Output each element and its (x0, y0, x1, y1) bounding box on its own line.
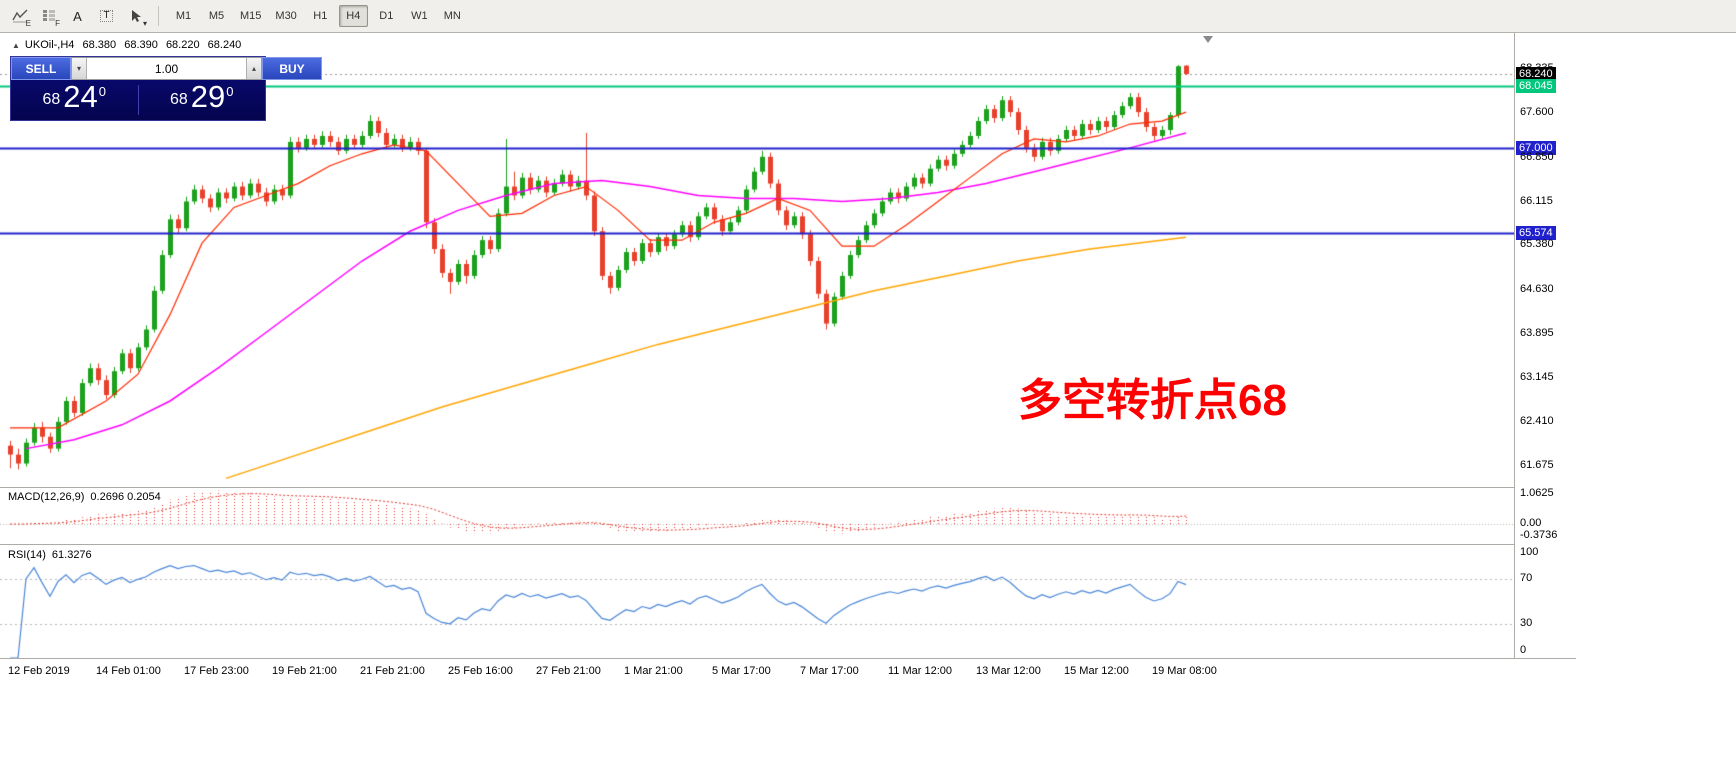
price-scale-label: 67.600 (1520, 106, 1554, 119)
sell-price-display: 68 24 0 (11, 79, 138, 115)
price-scale-label: 66.115 (1520, 194, 1553, 207)
macd-label: MACD(12,26,9) 0.2696 0.2054 (8, 491, 167, 503)
price-scale-label: 61.675 (1520, 459, 1554, 471)
tool-badge: F (55, 19, 60, 28)
price-scale-label: 66.850 (1520, 150, 1554, 163)
chart-text-annotation[interactable]: 多空转折点68 (1018, 376, 1287, 425)
symbol-timeframe-label: UKOil-,H4 (24, 39, 75, 51)
one-click-trading-panel: SELL ▾ ▴ BUY 68 24 0 68 29 0 (10, 56, 322, 121)
timeframe-button-m5[interactable]: M5 (202, 5, 231, 27)
tool-badge: E (25, 19, 31, 28)
time-axis-label: 15 Mar 12:00 (1064, 665, 1129, 677)
time-axis-label: 11 Mar 12:00 (888, 665, 953, 677)
sell-price-pips: 24 (63, 79, 98, 115)
time-axis[interactable]: 12 Feb 2019 14 Feb 01:00 17 Feb 23:00 19 Fe… (0, 658, 1576, 685)
zigzag-chart-icon (11, 9, 27, 23)
time-axis-label: 7 Mar 17:00 (800, 665, 859, 677)
timeframe-button-m30[interactable]: M30 (270, 5, 301, 27)
cursor-arrow-icon (131, 10, 141, 22)
volume-increase-button[interactable]: ▴ (246, 58, 261, 79)
time-axis-label: 21 Feb 21:00 (360, 665, 425, 677)
timeframe-button-d1[interactable]: D1 (372, 5, 401, 27)
rsi-scale-100: 100 (1520, 546, 1539, 558)
rsi-scale-70: 70 (1520, 572, 1533, 584)
time-axis-label: 25 Feb 16:00 (448, 665, 513, 677)
expand-triangle-icon: ▲ (12, 41, 20, 50)
timeframe-button-h4[interactable]: H4 (338, 5, 368, 27)
grid-icon (42, 10, 55, 21)
chart-shift-marker-icon[interactable] (1203, 36, 1213, 43)
price-scale-label: 64.630 (1520, 283, 1554, 295)
time-axis-label: 27 Feb 21:00 (536, 665, 601, 677)
timeframe-button-w1[interactable]: W1 (405, 5, 434, 27)
price-scale-label: 62.410 (1520, 415, 1554, 428)
rsi-scale-30: 30 (1520, 617, 1533, 629)
rsi-label: RSI(14) 61.3276 (8, 549, 98, 561)
rsi-scale-0: 0 (1520, 644, 1527, 656)
volume-input[interactable] (87, 58, 246, 79)
time-axis-label: 1 Mar 21:00 (624, 665, 683, 677)
cursor-tool-button[interactable]: ▾ (122, 4, 149, 28)
text-tool-button[interactable]: T (93, 4, 120, 28)
sell-price-sup: 0 (98, 83, 106, 99)
buy-button[interactable]: BUY (262, 57, 322, 80)
time-axis-label: 17 Feb 23:00 (184, 665, 249, 677)
macd-indicator-canvas[interactable] (0, 488, 1514, 544)
sell-button[interactable]: SELL (11, 57, 71, 80)
timeframe-button-m1[interactable]: M1 (169, 5, 198, 27)
timeframe-button-m15[interactable]: M15 (235, 5, 266, 27)
price-scale-badge: 68.045 (1516, 78, 1556, 93)
grid-tool-button[interactable]: F (35, 4, 62, 28)
buy-price-whole: 68 (169, 90, 188, 108)
macd-name: MACD(12,26,9) (8, 491, 85, 503)
price-scale-badge: 68.240 (1516, 67, 1556, 81)
sell-price-whole: 68 (42, 90, 61, 108)
price-scale-badge: 67.000 (1516, 140, 1556, 155)
indicator-list-button[interactable]: E (6, 4, 33, 28)
price-divider (137, 85, 139, 115)
time-axis-label: 14 Feb 01:00 (96, 665, 161, 677)
ohlc-open: 68.380 (82, 39, 117, 51)
caret-down-icon: ▾ (142, 19, 147, 28)
ohlc-close: 68.240 (207, 39, 242, 51)
volume-decrease-button[interactable]: ▾ (72, 58, 87, 79)
text-label-tool-button[interactable]: A (64, 4, 91, 28)
letter-t-icon: T (100, 10, 113, 22)
time-axis-label: 19 Mar 08:00 (1152, 665, 1217, 677)
macd-scale-max: 1.0625 (1520, 487, 1554, 499)
panel-separator (0, 487, 1576, 488)
ohlc-high: 68.390 (124, 39, 158, 51)
price-scale-badge: 65.574 (1516, 225, 1556, 240)
price-scale-label: 63.895 (1520, 326, 1554, 339)
symbol-ohlc-info: ▲ UKOil-,H4 68.380 68.390 68.220 68.240 (12, 39, 246, 51)
buy-price-display: 68 29 0 (139, 79, 266, 115)
rsi-value: 61.3276 (51, 549, 92, 561)
buy-price-sup: 0 (226, 83, 234, 99)
volume-control: ▾ ▴ (71, 57, 262, 80)
letter-a-icon: A (73, 8, 82, 24)
timeframe-button-h1[interactable]: H1 (306, 5, 335, 27)
price-scale-label: 65.380 (1520, 238, 1554, 251)
macd-scale-min: -0.3736 (1520, 529, 1558, 541)
time-axis-label: 19 Feb 21:00 (272, 665, 337, 677)
time-axis-label: 5 Mar 17:00 (712, 665, 771, 677)
timeframe-button-mn[interactable]: MN (438, 5, 467, 27)
price-scale-label: 63.145 (1520, 371, 1554, 384)
time-axis-label: 13 Mar 12:00 (976, 665, 1041, 677)
macd-scale-zero: 0.00 (1520, 517, 1542, 529)
panel-separator (0, 544, 1576, 545)
ohlc-low: 68.220 (165, 39, 200, 51)
macd-values: 0.2696 0.2054 (90, 491, 161, 503)
top-toolbar: E F A T ▾ M1 M5 M15 M30 H1 H4 D1 (0, 0, 1736, 33)
rsi-indicator-canvas[interactable] (0, 545, 1514, 658)
rsi-name: RSI(14) (8, 549, 46, 561)
price-scale[interactable]: 1.0625 0.00 -0.3736 100 70 30 0 68.33568… (1514, 33, 1577, 684)
time-axis-label: 12 Feb 2019 (8, 665, 70, 677)
toolbar-separator (158, 6, 159, 26)
buy-price-pips: 29 (190, 79, 226, 115)
